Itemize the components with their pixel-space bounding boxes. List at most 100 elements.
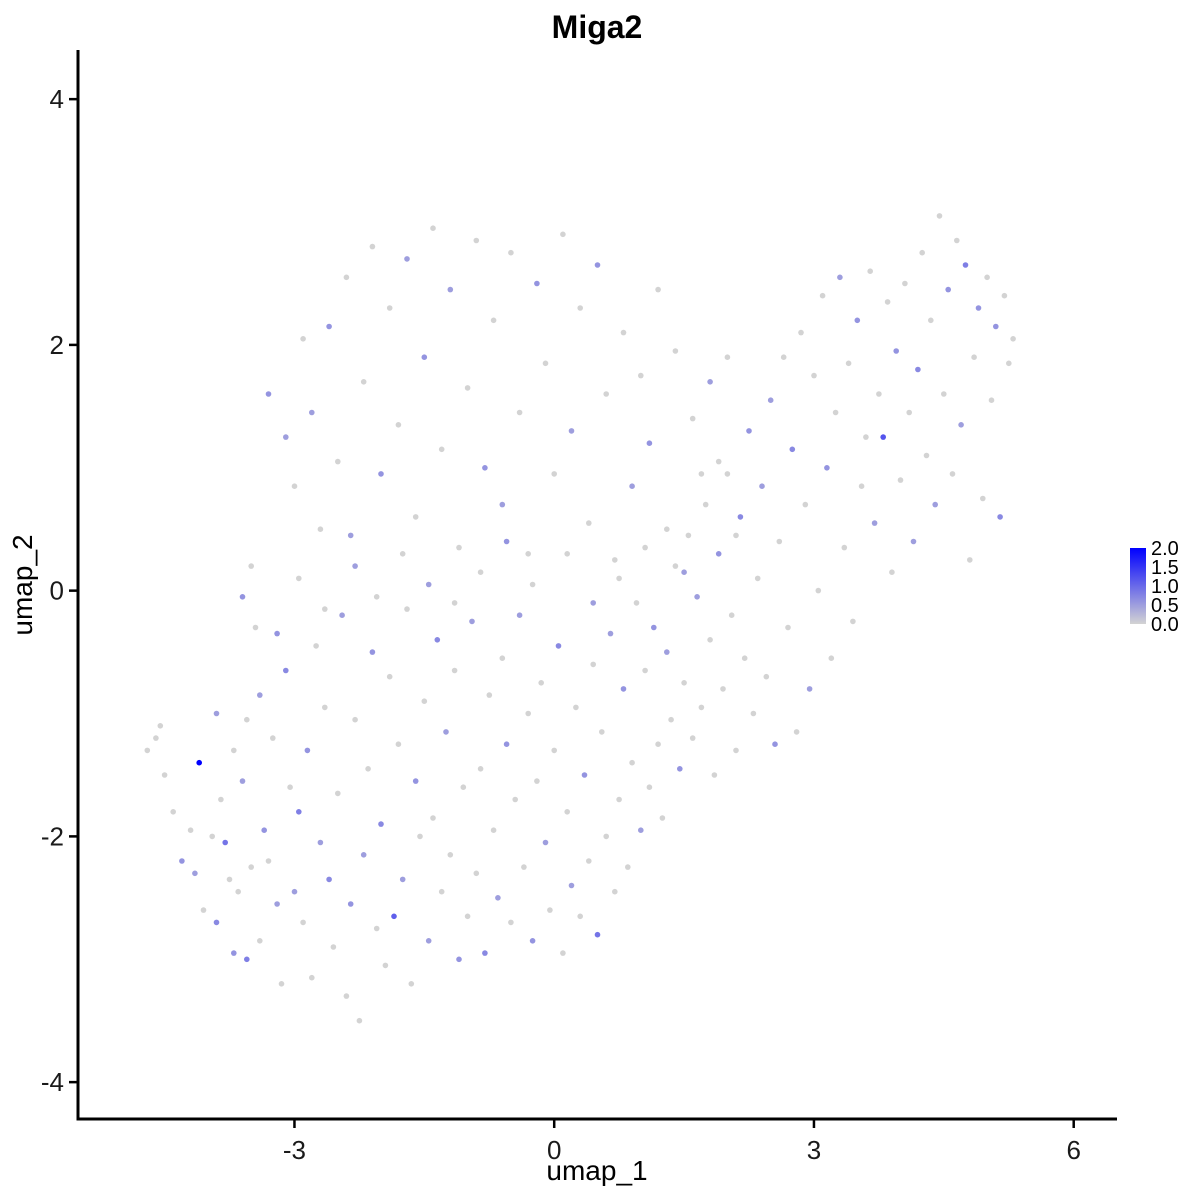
cell-point	[668, 716, 674, 723]
cell-point	[962, 262, 969, 268]
cell-point	[837, 274, 843, 281]
cell-point	[568, 428, 575, 434]
cell-point	[231, 950, 237, 956]
cell-point	[910, 538, 917, 545]
cell-point	[664, 526, 670, 532]
cell-point	[404, 606, 410, 612]
cell-point	[603, 833, 609, 840]
cell-point	[949, 471, 956, 477]
cell-point	[477, 766, 484, 772]
cell-point	[655, 741, 661, 747]
cell-point	[313, 643, 319, 649]
cell-point	[677, 766, 683, 772]
cell-point	[594, 262, 601, 268]
cell-point	[451, 667, 458, 674]
cell-point	[456, 544, 462, 551]
cell-point	[560, 231, 566, 238]
cell-point	[858, 483, 865, 490]
cell-point	[1001, 292, 1008, 299]
cell-point	[547, 907, 553, 913]
x-tick-label: 6	[1066, 1135, 1080, 1165]
cell-point	[386, 305, 393, 311]
x-tick-label: 3	[807, 1135, 821, 1165]
cell-point	[417, 833, 423, 840]
cell-point	[811, 372, 817, 379]
cell-point	[322, 606, 328, 612]
cell-point	[681, 569, 687, 575]
cell-point	[958, 422, 964, 428]
cell-point	[646, 440, 653, 447]
cell-point	[239, 778, 246, 784]
cell-point	[724, 471, 731, 477]
colorbar-legend: 2.01.51.00.50.0	[1130, 538, 1179, 636]
cell-point	[698, 471, 705, 477]
x-ticks: -3 0 3 6	[283, 1119, 1081, 1165]
cell-point	[867, 268, 873, 275]
cell-point	[339, 612, 345, 618]
cell-point	[763, 673, 770, 680]
cell-point	[685, 532, 692, 539]
cell-point	[538, 680, 544, 686]
cell-point	[919, 249, 925, 256]
cell-point	[551, 471, 557, 477]
cell-point	[707, 379, 713, 385]
cell-point	[767, 397, 774, 404]
cell-point	[213, 919, 220, 926]
cell-point	[564, 551, 570, 557]
cell-point	[542, 360, 549, 367]
cell-point	[179, 858, 185, 864]
cell-point	[473, 237, 480, 244]
cell-point	[651, 624, 657, 631]
cell-point	[283, 667, 289, 674]
cell-point	[490, 317, 497, 324]
cell-point	[759, 483, 765, 490]
cell-point	[798, 329, 804, 336]
cell-point	[157, 723, 164, 729]
cell-point	[754, 575, 761, 582]
cell-point	[503, 538, 510, 545]
cell-point	[845, 360, 852, 367]
cell-point	[664, 649, 670, 655]
cell-point	[408, 981, 415, 987]
cell-point	[629, 759, 635, 766]
cell-point	[322, 704, 328, 711]
cell-point	[534, 778, 540, 784]
cell-point	[456, 956, 462, 963]
cell-point	[369, 243, 376, 250]
cell-point	[477, 569, 484, 575]
y-tick-label: 0	[50, 576, 64, 606]
cell-point	[577, 305, 583, 311]
cell-point	[352, 716, 358, 723]
cell-point	[694, 594, 700, 600]
colorbar-labels: 2.01.51.00.50.0	[1151, 538, 1179, 636]
cell-point	[231, 747, 237, 754]
cell-point	[941, 391, 947, 397]
cell-point	[603, 391, 609, 397]
cell-point	[620, 329, 627, 336]
cell-point	[573, 704, 579, 711]
cell-point	[789, 446, 796, 453]
cell-point	[971, 354, 977, 361]
cell-point	[889, 569, 895, 575]
y-tick-label: -2	[41, 821, 64, 851]
cell-point	[954, 237, 960, 244]
cell-point	[309, 974, 315, 981]
cell-point	[871, 520, 878, 526]
cell-point	[612, 888, 618, 895]
cell-point	[434, 637, 441, 643]
colorbar-label: 0.0	[1151, 614, 1179, 636]
cell-point	[672, 563, 679, 569]
cell-point	[317, 839, 324, 846]
y-tick-label: -4	[41, 1067, 64, 1097]
cell-point	[425, 938, 432, 944]
cell-point	[750, 710, 757, 717]
cell-point	[399, 551, 406, 557]
cell-point	[577, 913, 583, 920]
cell-point	[932, 501, 938, 508]
cell-point	[711, 772, 718, 778]
cell-point	[144, 747, 151, 754]
cell-point	[218, 796, 224, 803]
cell-point	[897, 477, 904, 483]
cell-point	[213, 710, 220, 717]
